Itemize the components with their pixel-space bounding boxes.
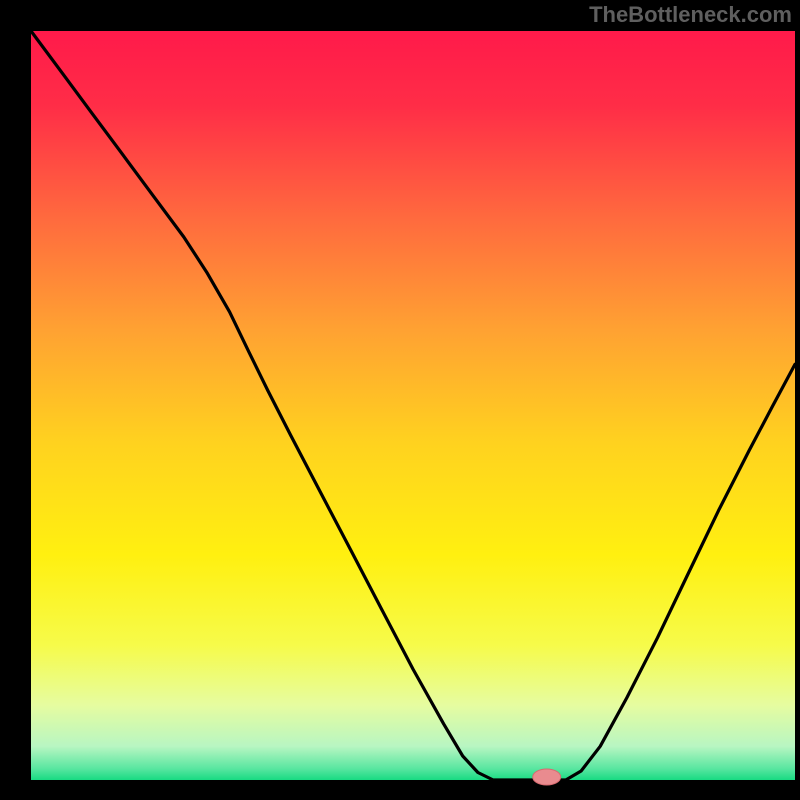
watermark-label: TheBottleneck.com xyxy=(589,2,792,28)
chart-container: TheBottleneck.com xyxy=(0,0,800,800)
optimal-marker xyxy=(533,769,561,785)
bottleneck-chart xyxy=(0,0,800,800)
